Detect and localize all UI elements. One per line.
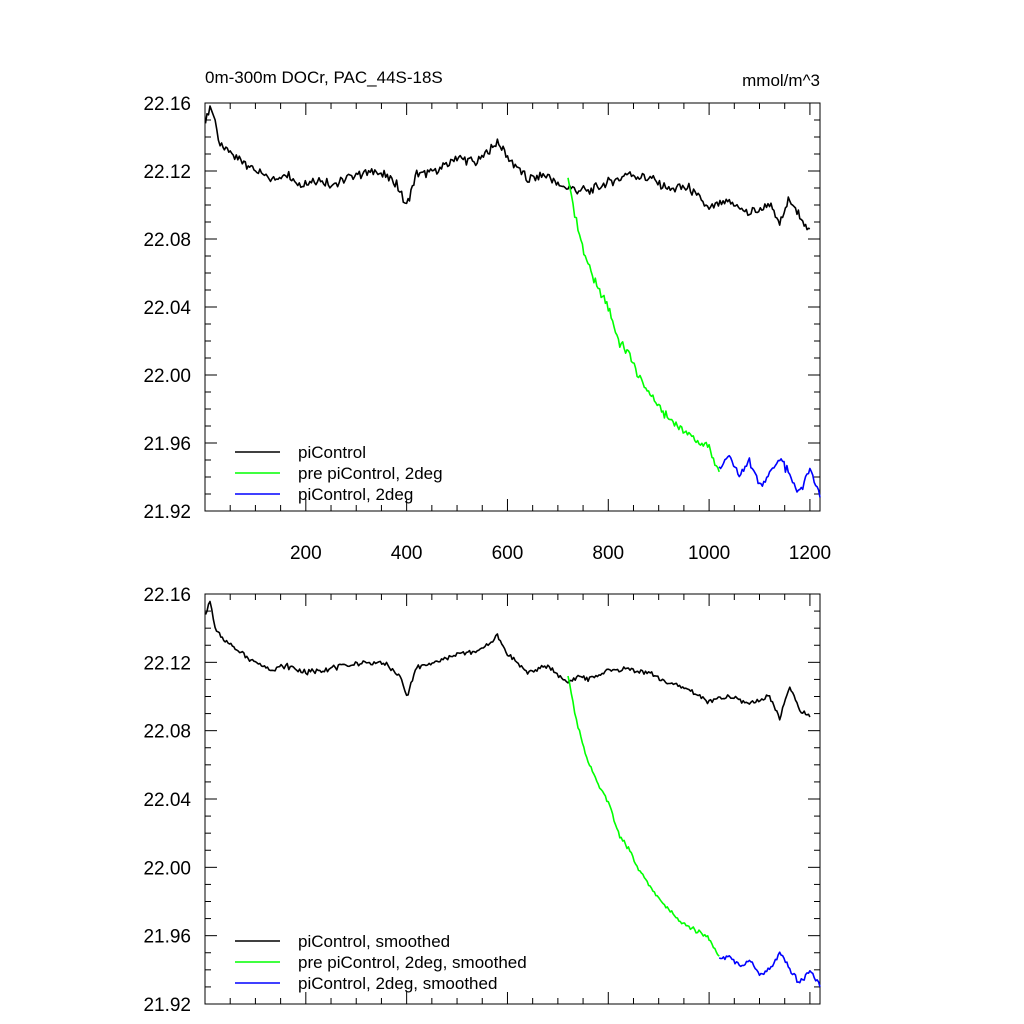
top-panel: 0m-300m DOCr, PAC_44S-18S mmol/m^3 21.92… [143,68,831,564]
y-tick-label: 22.04 [143,298,191,319]
y-tick-label: 22.12 [143,162,191,183]
y-tick-label: 21.92 [143,995,191,1016]
bottom-panel: 21.92 21.96 22.00 22.04 22.08 22.12 22.16 piCo… [143,585,821,1016]
series-line [718,951,821,988]
top-series-lines [204,105,821,498]
legend-label: piControl, 2deg [298,485,413,504]
units-label: mmol/m^3 [742,71,820,90]
x-tick-label: 1200 [789,543,831,564]
series-line [718,454,821,498]
x-tick-label: 400 [391,543,423,564]
y-tick-label: 22.16 [143,585,191,606]
series-line [567,675,720,957]
y-tick-label: 21.96 [143,434,191,455]
y-tick-label: 22.08 [143,722,191,743]
y-tick-label: 22.00 [143,858,191,879]
y-tick-label: 22.12 [143,653,191,674]
y-tick-label: 22.00 [143,366,191,387]
y-tick-label: 22.04 [143,790,191,811]
y-tick-label: 21.92 [143,502,191,523]
legend-label: pre piControl, 2deg, smoothed [298,953,527,972]
top-axis-ticks: 21.92 21.96 22.00 22.04 22.08 22.12 22.16 200 40… [143,94,831,564]
bottom-axis-ticks: 21.92 21.96 22.00 22.04 22.08 22.12 22.16 [143,585,820,1016]
legend-label: piControl [298,443,366,462]
y-tick-label: 22.16 [143,94,191,115]
x-tick-label: 1000 [688,543,730,564]
series-line [204,105,811,231]
series-line [567,177,720,473]
legend-label: piControl, smoothed [298,932,450,951]
y-tick-label: 21.96 [143,927,191,948]
x-tick-label: 200 [290,543,322,564]
bottom-series-lines [204,600,821,988]
chart-title: 0m-300m DOCr, PAC_44S-18S [205,68,443,87]
legend-label: pre piControl, 2deg [298,464,443,483]
x-tick-label: 600 [492,543,524,564]
legend-label: piControl, 2deg, smoothed [298,974,497,993]
series-line [204,600,811,721]
y-tick-label: 22.08 [143,230,191,251]
x-tick-label: 800 [592,543,624,564]
top-legend: piControl pre piControl, 2deg piControl, 2… [235,443,443,504]
bottom-legend: piControl, smoothed pre piControl, 2deg, … [235,932,527,993]
